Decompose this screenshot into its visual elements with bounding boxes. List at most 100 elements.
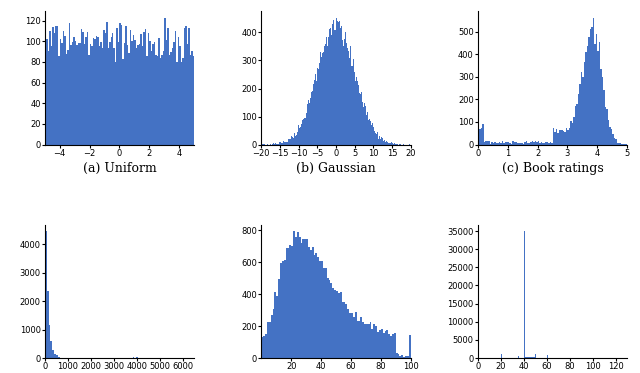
Bar <box>591 27 593 145</box>
Bar <box>552 128 554 145</box>
Bar <box>132 357 134 358</box>
Bar <box>535 354 536 358</box>
Bar <box>541 142 542 145</box>
Bar <box>395 144 396 145</box>
Bar <box>261 337 263 358</box>
Bar <box>106 22 108 145</box>
Bar <box>64 36 66 145</box>
Bar <box>178 37 179 145</box>
Bar <box>365 106 366 145</box>
Bar <box>191 51 193 145</box>
Bar <box>355 312 356 358</box>
Bar <box>375 326 377 358</box>
Bar <box>379 136 380 145</box>
Bar <box>88 55 90 145</box>
Bar <box>604 90 605 145</box>
Bar <box>405 356 407 358</box>
Bar <box>508 142 509 145</box>
Bar <box>72 43 73 145</box>
Bar <box>284 142 285 145</box>
Bar <box>359 93 360 145</box>
Bar <box>58 357 60 358</box>
Bar <box>409 335 411 358</box>
Bar <box>530 142 532 145</box>
Bar <box>134 40 136 145</box>
Bar <box>487 141 488 145</box>
Bar <box>370 121 371 145</box>
Bar <box>302 120 303 145</box>
Bar <box>82 32 84 145</box>
Bar <box>375 133 376 145</box>
Bar <box>328 37 329 145</box>
Bar <box>84 44 85 145</box>
Bar <box>287 248 289 358</box>
Bar <box>514 142 515 145</box>
Bar <box>327 46 328 145</box>
Bar <box>304 118 305 145</box>
Bar <box>577 104 578 145</box>
Bar <box>499 142 500 145</box>
Bar <box>145 29 147 145</box>
Bar <box>368 324 370 358</box>
Bar <box>393 144 394 145</box>
Bar <box>538 141 539 145</box>
Bar <box>305 117 306 145</box>
Bar <box>532 141 533 145</box>
Bar <box>377 132 378 145</box>
Bar <box>57 26 58 145</box>
Bar <box>97 37 99 145</box>
Bar <box>407 356 409 358</box>
Bar <box>271 315 273 358</box>
Bar <box>336 18 337 145</box>
Bar <box>91 47 93 145</box>
Bar <box>306 239 308 358</box>
Bar <box>606 109 608 145</box>
Bar <box>347 48 348 145</box>
Bar <box>575 106 577 145</box>
Bar <box>273 143 275 145</box>
Bar <box>189 55 191 145</box>
Bar <box>187 44 188 145</box>
Bar <box>392 144 393 145</box>
Bar <box>317 68 318 145</box>
Bar <box>582 78 584 145</box>
Bar <box>529 357 531 358</box>
Bar <box>385 331 387 358</box>
Bar <box>109 43 111 145</box>
Bar <box>554 132 556 145</box>
Bar <box>608 120 609 145</box>
Bar <box>58 56 60 145</box>
Bar <box>570 120 572 145</box>
Bar <box>275 144 276 145</box>
Bar <box>534 141 536 145</box>
Bar <box>533 357 534 358</box>
Bar <box>301 123 302 145</box>
Bar <box>157 56 158 145</box>
Bar <box>386 141 387 145</box>
Bar <box>288 139 289 145</box>
Bar <box>94 39 95 145</box>
Bar <box>93 38 94 145</box>
Bar <box>332 24 333 145</box>
Bar <box>481 128 483 145</box>
Bar <box>193 56 194 145</box>
Bar <box>129 53 130 145</box>
Bar <box>483 125 484 145</box>
Bar <box>293 231 295 358</box>
Bar <box>351 313 353 358</box>
Bar <box>376 134 377 145</box>
Bar <box>290 139 291 145</box>
Bar <box>313 84 314 145</box>
Bar <box>527 357 529 358</box>
Bar <box>547 355 548 358</box>
Bar <box>322 53 323 145</box>
Bar <box>348 51 349 145</box>
Bar <box>360 317 362 358</box>
Bar <box>524 142 525 145</box>
Bar <box>75 41 76 145</box>
Bar <box>309 103 310 145</box>
Bar <box>334 31 335 145</box>
Bar <box>337 21 338 145</box>
Bar <box>363 107 364 145</box>
Bar <box>334 290 336 358</box>
